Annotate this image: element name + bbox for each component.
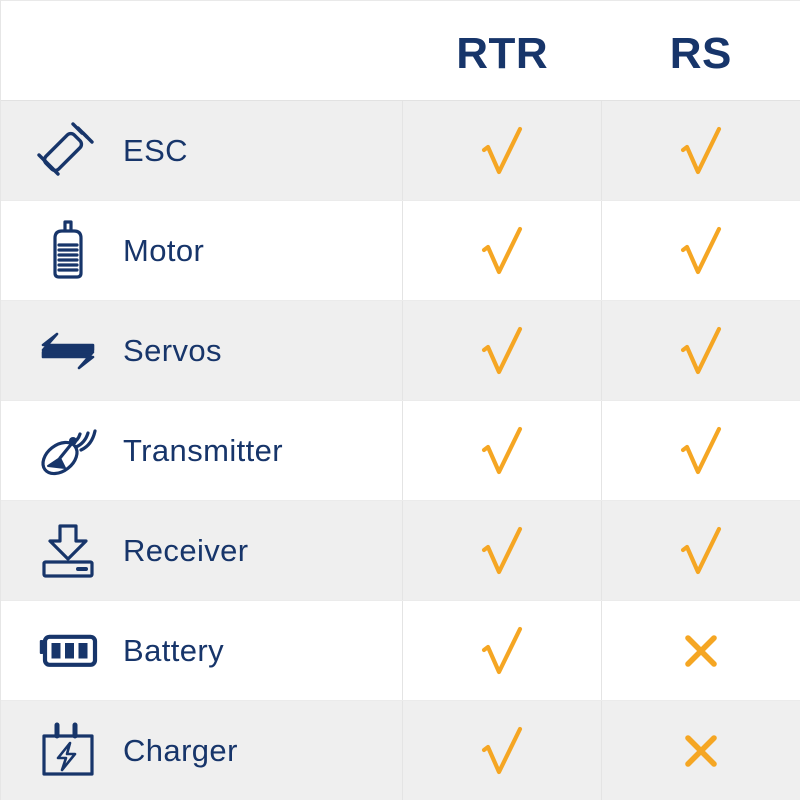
feature-label: Receiver bbox=[123, 532, 249, 568]
feature-label: Battery bbox=[123, 632, 225, 668]
cell-rtr bbox=[403, 201, 602, 300]
cell-rs bbox=[602, 101, 800, 200]
battery-icon bbox=[35, 631, 101, 671]
check-icon bbox=[472, 221, 532, 281]
check-icon bbox=[472, 421, 532, 481]
table-row: ESC bbox=[1, 101, 800, 201]
cell-rtr bbox=[403, 501, 602, 600]
header-column-rtr: RTR bbox=[403, 1, 602, 100]
transmitter-icon bbox=[35, 422, 101, 480]
check-icon bbox=[472, 321, 532, 381]
feature-label: ESC bbox=[123, 132, 188, 168]
feature-label: Servos bbox=[123, 332, 222, 368]
cell-rs bbox=[602, 501, 800, 600]
feature-cell: Transmitter bbox=[1, 401, 403, 500]
check-icon bbox=[472, 721, 532, 781]
table-row: Transmitter bbox=[1, 401, 800, 501]
table-body: ESC Motor Servos bbox=[1, 101, 800, 800]
cell-rtr bbox=[403, 301, 602, 400]
cross-icon bbox=[671, 721, 731, 781]
cross-icon bbox=[671, 621, 731, 681]
feature-cell: ESC bbox=[1, 101, 403, 200]
feature-label: Charger bbox=[123, 732, 238, 768]
check-icon bbox=[671, 221, 731, 281]
cell-rtr bbox=[403, 701, 602, 800]
check-icon bbox=[472, 121, 532, 181]
feature-cell: Battery bbox=[1, 601, 403, 700]
cell-rs bbox=[602, 701, 800, 800]
check-icon bbox=[472, 521, 532, 581]
check-icon bbox=[671, 321, 731, 381]
motor-icon bbox=[35, 219, 101, 282]
servos-icon bbox=[35, 326, 101, 376]
feature-cell: Motor bbox=[1, 201, 403, 300]
header-feature-cell bbox=[1, 1, 403, 100]
table-row: Receiver bbox=[1, 501, 800, 601]
cell-rtr bbox=[403, 101, 602, 200]
header-column-rs-label: RS bbox=[669, 28, 732, 78]
table-row: Charger bbox=[1, 701, 800, 800]
cell-rtr bbox=[403, 601, 602, 700]
check-icon bbox=[472, 621, 532, 681]
charger-icon bbox=[35, 722, 101, 780]
feature-cell: Servos bbox=[1, 301, 403, 400]
table-row: Motor bbox=[1, 201, 800, 301]
feature-cell: Receiver bbox=[1, 501, 403, 600]
check-icon bbox=[671, 421, 731, 481]
cell-rtr bbox=[403, 401, 602, 500]
receiver-icon bbox=[35, 522, 101, 580]
cell-rs bbox=[602, 301, 800, 400]
table-header: RTR RS bbox=[1, 1, 800, 101]
check-icon bbox=[671, 521, 731, 581]
feature-cell: Charger bbox=[1, 701, 403, 800]
cell-rs bbox=[602, 401, 800, 500]
feature-label: Motor bbox=[123, 232, 205, 268]
esc-icon bbox=[35, 120, 101, 182]
table-row: Servos bbox=[1, 301, 800, 401]
feature-label: Transmitter bbox=[123, 432, 283, 468]
check-icon bbox=[671, 121, 731, 181]
header-column-rs: RS bbox=[602, 1, 800, 100]
header-column-rtr-label: RTR bbox=[456, 28, 549, 78]
table-row: Battery bbox=[1, 601, 800, 701]
cell-rs bbox=[602, 201, 800, 300]
cell-rs bbox=[602, 601, 800, 700]
